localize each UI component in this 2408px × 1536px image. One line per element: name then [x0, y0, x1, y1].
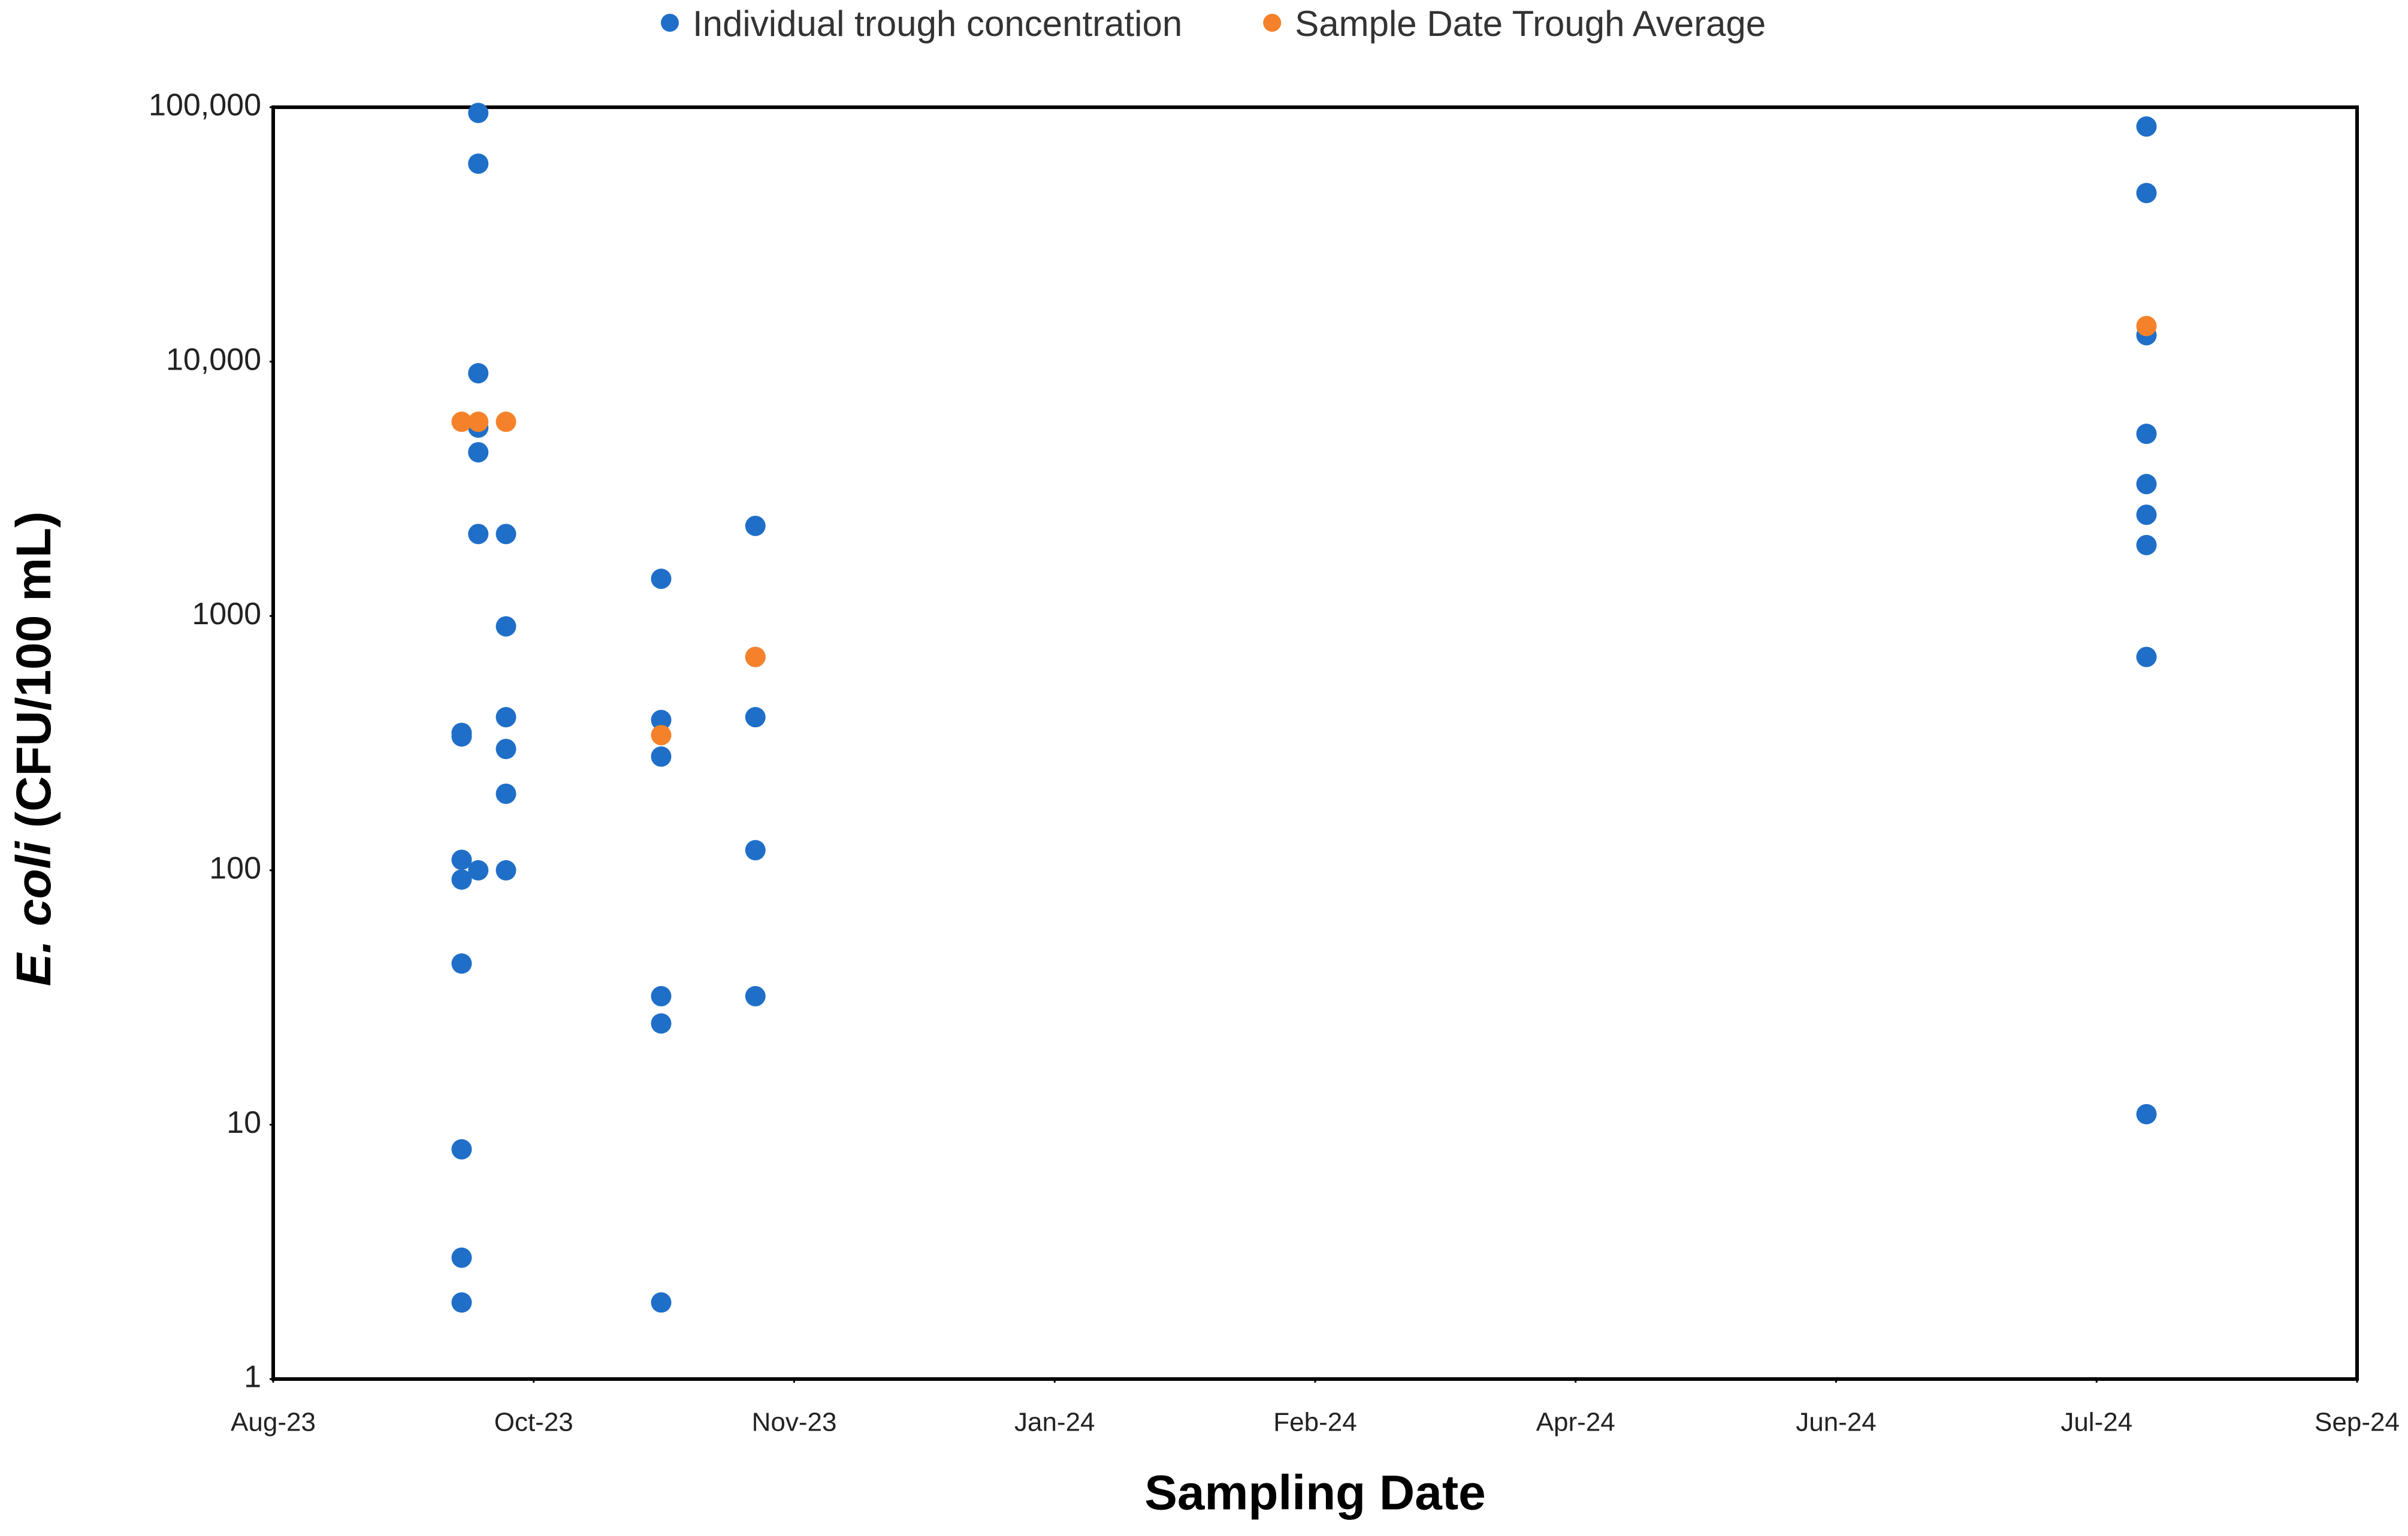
- data-point: [745, 840, 766, 861]
- data-point: [651, 569, 672, 589]
- data-point: [451, 849, 472, 870]
- x-tick-label: Feb-24: [1273, 1408, 1356, 1437]
- data-point: [745, 985, 766, 1006]
- data-point: [451, 1139, 472, 1160]
- data-point: [451, 412, 472, 433]
- data-point: [2136, 534, 2157, 555]
- data-point: [468, 860, 489, 881]
- data-point: [468, 102, 489, 123]
- data-point: [745, 646, 766, 667]
- y-axis-title-unit: (CFU/100 mL): [7, 512, 61, 829]
- y-axis-title: E. coli (CFU/100 mL): [7, 512, 61, 987]
- data-point: [2136, 504, 2157, 525]
- data-point: [2136, 316, 2157, 337]
- data-point: [496, 707, 516, 728]
- y-tick-label: 100,000: [149, 88, 261, 123]
- x-tick-label: Aug-23: [231, 1408, 316, 1437]
- y-tick-label: 10,000: [166, 342, 261, 377]
- data-point: [745, 707, 766, 728]
- data-point: [451, 1247, 472, 1268]
- data-point: [745, 515, 766, 536]
- data-point: [651, 1013, 672, 1034]
- data-point: [451, 726, 472, 747]
- y-tick-label: 100: [209, 851, 261, 886]
- data-point: [468, 412, 489, 433]
- data-point: [468, 524, 489, 545]
- legend-label: Sample Date Trough Average: [1295, 4, 1766, 44]
- data-point: [2136, 1103, 2157, 1124]
- data-point: [651, 985, 672, 1006]
- data-point: [451, 953, 472, 974]
- y-tick-label: 10: [226, 1105, 261, 1140]
- data-point: [468, 363, 489, 384]
- data-point: [468, 153, 489, 174]
- x-axis-title: Sampling Date: [1144, 1466, 1486, 1520]
- data-point: [651, 709, 672, 730]
- x-tick-label: Sep-24: [2315, 1408, 2400, 1437]
- data-point: [451, 869, 472, 890]
- x-tick-label: Apr-24: [1536, 1408, 1615, 1437]
- data-point: [496, 524, 516, 545]
- data-point: [496, 783, 516, 804]
- data-point: [2136, 424, 2157, 445]
- data-point: [468, 442, 489, 462]
- x-tick-label: Jul-24: [2060, 1408, 2132, 1437]
- x-tick-label: Jan-24: [1014, 1408, 1095, 1437]
- x-tick-label: Nov-23: [752, 1408, 837, 1437]
- x-tick-label: Jun-24: [1796, 1408, 1877, 1437]
- data-point: [496, 860, 516, 881]
- legend-marker: [661, 14, 679, 32]
- plot-frame: [271, 105, 2359, 1381]
- data-point: [496, 739, 516, 760]
- y-tick-label: 1000: [192, 597, 261, 631]
- data-point: [451, 1292, 472, 1313]
- data-point: [651, 725, 672, 746]
- y-axis-title-italic: E. coli: [7, 840, 61, 987]
- data-point: [651, 746, 672, 767]
- data-point: [2136, 116, 2157, 137]
- data-point: [496, 616, 516, 637]
- data-point: [496, 412, 516, 433]
- data-point: [651, 1292, 672, 1313]
- legend-marker: [1263, 14, 1282, 32]
- data-point: [2136, 646, 2157, 667]
- data-point: [2136, 474, 2157, 495]
- legend-label: Individual trough concentration: [693, 4, 1182, 44]
- data-point: [2136, 183, 2157, 204]
- y-tick-label: 1: [244, 1360, 261, 1395]
- x-tick-label: Oct-23: [494, 1408, 573, 1437]
